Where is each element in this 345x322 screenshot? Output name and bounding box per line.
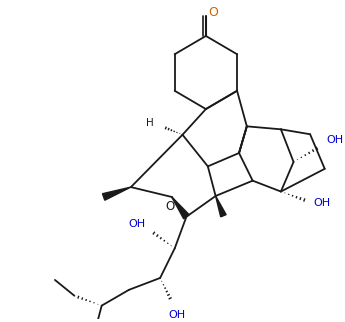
Text: OH: OH: [326, 135, 343, 145]
Polygon shape: [216, 196, 226, 217]
Text: O: O: [165, 200, 175, 213]
Text: H: H: [146, 118, 153, 128]
Text: OH: OH: [313, 198, 331, 208]
Text: OH: OH: [128, 219, 145, 229]
Text: OH: OH: [168, 309, 185, 319]
Polygon shape: [102, 187, 131, 200]
Polygon shape: [172, 197, 189, 219]
Text: O: O: [208, 6, 218, 19]
